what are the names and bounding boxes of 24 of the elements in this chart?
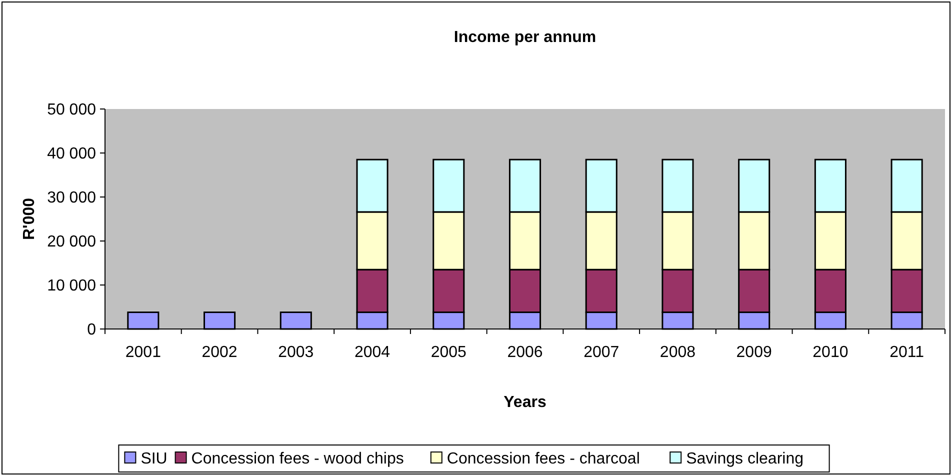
x-tick-label: 2002 bbox=[202, 344, 238, 361]
y-tick-label: 10 000 bbox=[47, 278, 96, 295]
y-tick-label: 40 000 bbox=[47, 146, 96, 163]
x-tick-label: 2004 bbox=[354, 344, 390, 361]
x-tick-label: 2003 bbox=[278, 344, 314, 361]
x-tick-label: 2011 bbox=[890, 344, 924, 361]
y-tick-label: 0 bbox=[87, 322, 96, 339]
x-tick-label: 2008 bbox=[660, 344, 696, 361]
x-tick-label: 2010 bbox=[812, 344, 848, 361]
legend-label: SIU bbox=[140, 450, 168, 468]
legend-label: Concession fees - wood chips bbox=[191, 450, 404, 468]
x-tick-label: 2009 bbox=[736, 344, 772, 361]
legend-label: Savings clearing bbox=[686, 450, 804, 468]
x-axis-title: Years bbox=[504, 394, 546, 411]
x-tick-label: 2001 bbox=[125, 344, 162, 361]
y-axis-title: R'000 bbox=[21, 198, 38, 240]
x-tick-label: 2006 bbox=[507, 344, 543, 361]
y-tick-label: 30 000 bbox=[47, 190, 96, 207]
x-tick-label: 2007 bbox=[584, 344, 620, 361]
y-tick-label: 20 000 bbox=[47, 234, 96, 251]
x-tick-label: 2005 bbox=[430, 344, 467, 361]
chart-title: Income per annum bbox=[454, 29, 596, 46]
legend-label: Concession fees - charcoal bbox=[446, 450, 640, 468]
y-tick-label: 50 000 bbox=[47, 102, 96, 119]
